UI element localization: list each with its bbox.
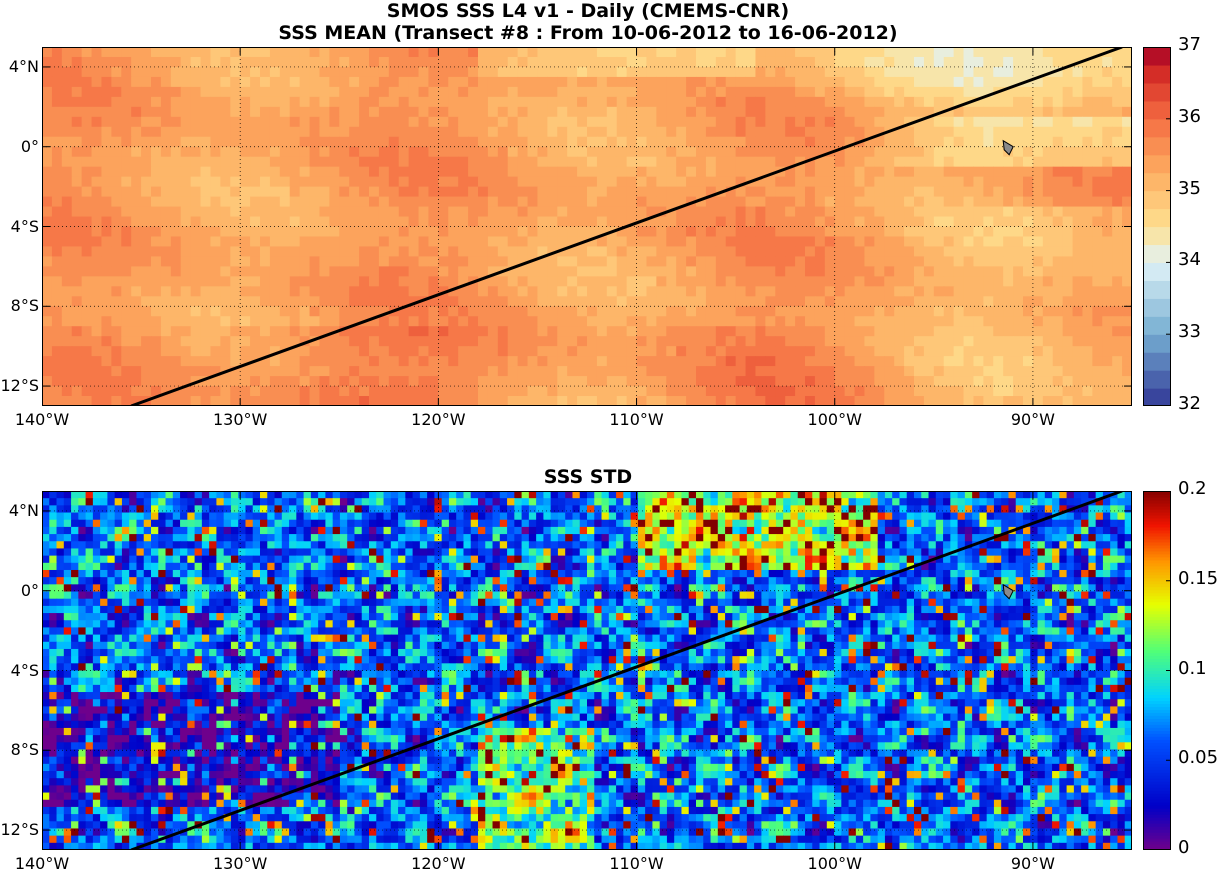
colorbar-swatch: [1143, 47, 1171, 66]
colorbar-swatch: [1143, 101, 1171, 120]
colorbar-swatch: [1143, 298, 1171, 317]
colorbar-swatch: [1143, 262, 1171, 281]
x-tick-label: 100°W: [808, 855, 862, 873]
colorbar-swatch: [1143, 83, 1171, 102]
y-tick-label: 8°S: [0, 741, 39, 759]
y-tick-label: 0°: [0, 582, 39, 600]
colorbar-tick-label: 33: [1178, 323, 1201, 341]
y-tick-label: 4°S: [0, 662, 39, 680]
y-tick-label: 4°N: [0, 502, 39, 520]
x-tick-label: 110°W: [609, 411, 663, 429]
y-tick-label: 0°: [0, 138, 39, 156]
colorbar-swatch: [1143, 352, 1171, 371]
x-tick-label: 90°W: [1011, 855, 1055, 873]
colorbar-swatch: [1143, 280, 1171, 299]
colorbar-tick-label: 37: [1178, 36, 1201, 54]
x-tick-label: 130°W: [213, 855, 267, 873]
colorbar-swatch: [1143, 191, 1171, 210]
x-tick-label: 130°W: [213, 411, 267, 429]
std-map-panel: [42, 491, 1132, 850]
x-tick-label: 140°W: [15, 855, 69, 873]
colorbar-swatch: [1143, 65, 1171, 84]
colorbar-swatch: [1143, 388, 1171, 406]
colorbar-swatch: [1143, 173, 1171, 192]
x-tick-label: 100°W: [808, 411, 862, 429]
x-tick-label: 90°W: [1011, 411, 1055, 429]
colorbar-tick-label: 34: [1178, 251, 1201, 269]
colorbar-swatch: [1143, 155, 1171, 174]
x-tick-label: 120°W: [411, 411, 465, 429]
mean-map-panel: [42, 47, 1132, 406]
figure-title: SMOS SSS L4 v1 - Daily (CMEMS-CNR): [0, 0, 1176, 23]
y-tick-label: 4°N: [0, 58, 39, 76]
colorbar-tick-label: 0.2: [1178, 480, 1207, 498]
colorbar-swatch: [1143, 137, 1171, 156]
x-tick-label: 140°W: [15, 411, 69, 429]
colorbar-swatch: [1143, 119, 1171, 138]
colorbar-tick-label: 0.1: [1178, 660, 1207, 678]
colorbar-tick-label: 36: [1178, 108, 1201, 126]
colorbar-tick-label: 0.05: [1178, 749, 1218, 767]
colorbar-swatch: [1143, 316, 1171, 335]
y-tick-label: 12°S: [0, 821, 39, 839]
colorbar-swatch: [1143, 244, 1171, 263]
colorbar-tick-label: 0.15: [1178, 570, 1218, 588]
std-panel-title: SSS STD: [0, 466, 1176, 489]
mean-panel-title: SSS MEAN (Transect #8 : From 10-06-2012 …: [0, 22, 1176, 45]
x-tick-label: 110°W: [609, 855, 663, 873]
colorbar-swatch: [1143, 227, 1171, 246]
colorbar-swatch: [1143, 334, 1171, 353]
y-tick-label: 12°S: [0, 377, 39, 395]
std-colorbar: [1143, 491, 1171, 850]
colorbar-swatch: [1143, 209, 1171, 228]
mean-colorbar: [1143, 47, 1171, 406]
colorbar-tick-label: 0: [1178, 839, 1189, 857]
colorbar-tick-label: 35: [1178, 180, 1201, 198]
x-tick-label: 120°W: [411, 855, 465, 873]
y-tick-label: 4°S: [0, 218, 39, 236]
colorbar-tick-label: 32: [1178, 395, 1201, 413]
y-tick-label: 8°S: [0, 297, 39, 315]
colorbar-swatch: [1143, 370, 1171, 389]
